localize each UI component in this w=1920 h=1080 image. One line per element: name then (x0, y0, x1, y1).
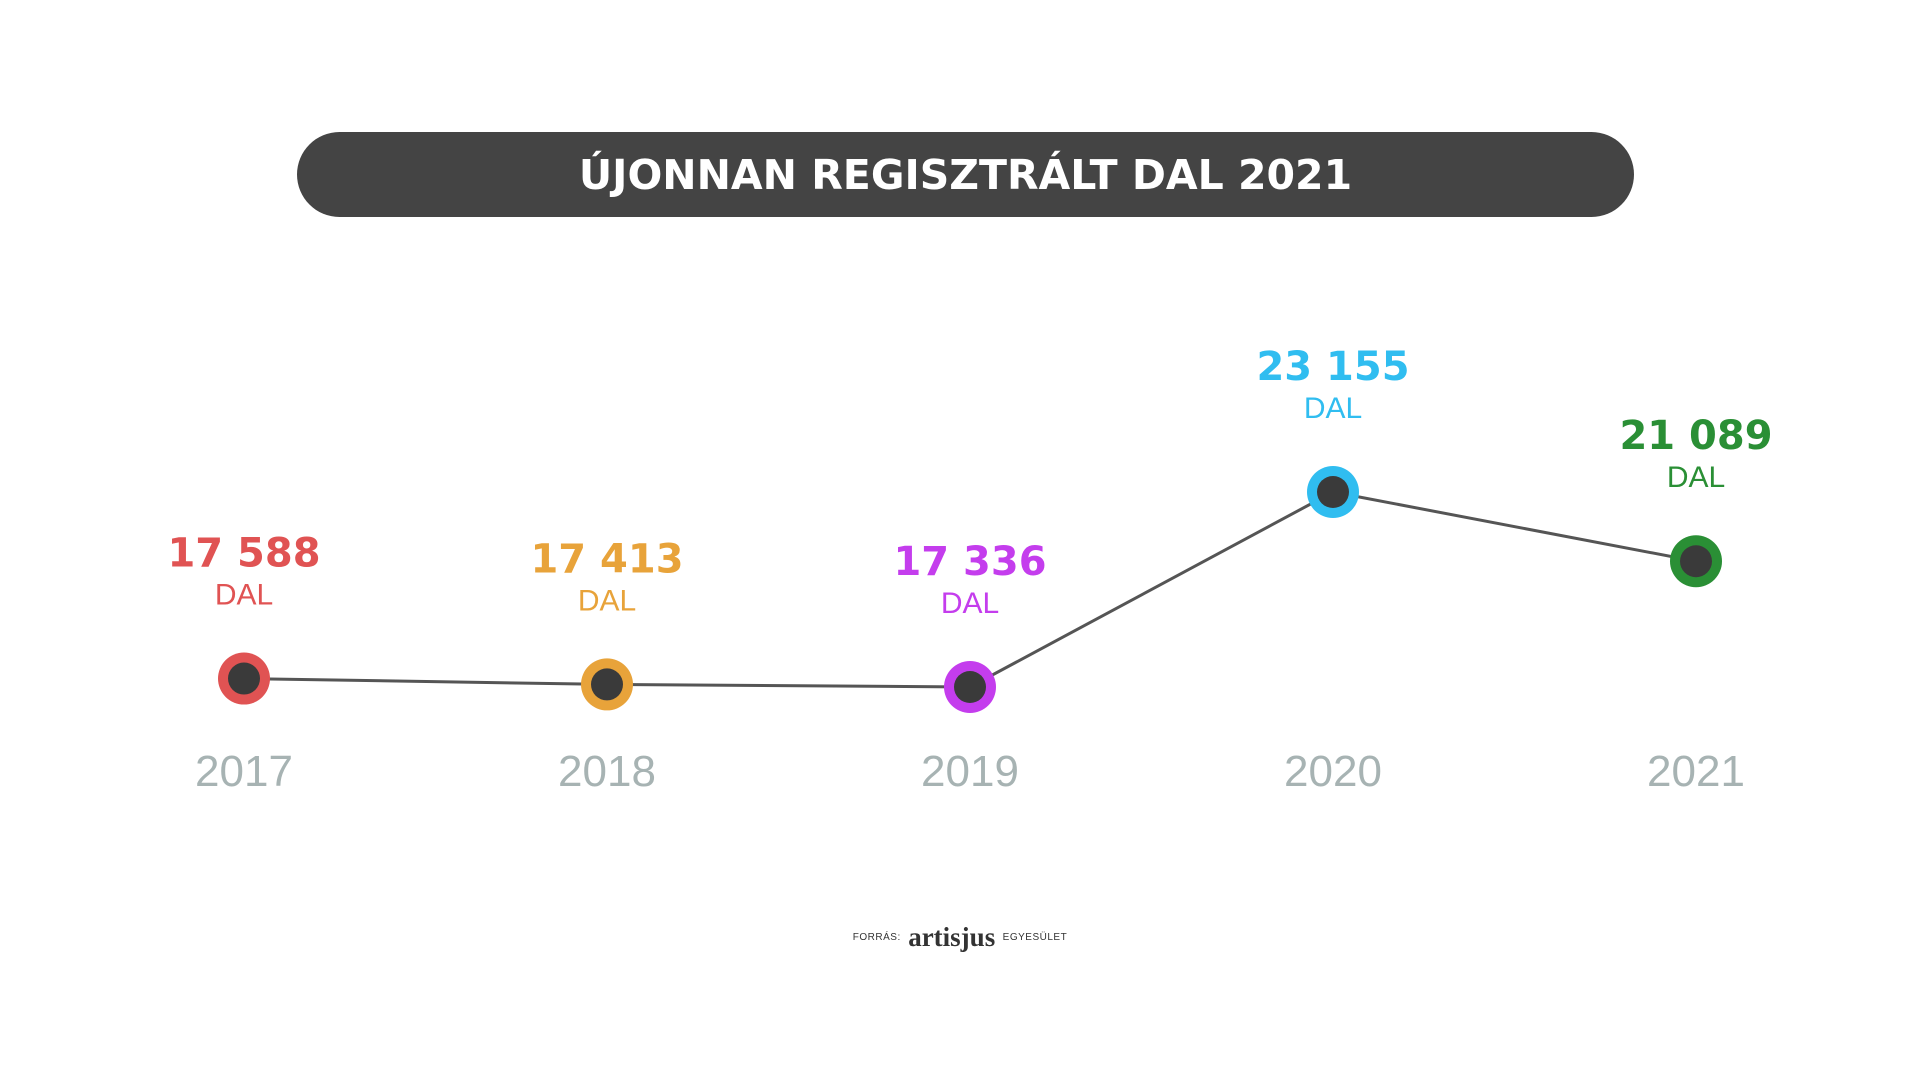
data-point-center-2019 (954, 671, 986, 703)
data-point-center-2021 (1680, 545, 1712, 578)
data-label-2018: 17 413 (530, 536, 683, 582)
title-bar: ÚJONNAN REGISZTRÁLT DAL 2021 (297, 132, 1634, 217)
data-point-center-2017 (228, 662, 260, 695)
data-label-2020: 23 155 (1256, 344, 1409, 390)
x-tick-label-2021: 2021 (1647, 747, 1745, 796)
data-point-center-2020 (1317, 476, 1349, 508)
unit-label-2021: DAL (1667, 461, 1725, 494)
unit-label-2019: DAL (941, 587, 999, 620)
unit-label-2020: DAL (1304, 392, 1362, 425)
data-label-2017: 17 588 (167, 531, 320, 577)
data-label-2021: 21 089 (1619, 413, 1772, 459)
unit-label-2017: DAL (215, 579, 273, 612)
chart-title: ÚJONNAN REGISZTRÁLT DAL 2021 (578, 150, 1353, 199)
markers-group (218, 466, 1722, 713)
x-tick-label-2020: 2020 (1284, 747, 1382, 796)
source-suffix: EGYESÜLET (1002, 932, 1068, 943)
data-point-center-2018 (591, 668, 623, 701)
x-tick-label-2018: 2018 (558, 747, 656, 796)
artisjus-logo: artisjus (908, 922, 996, 952)
x-tick-label-2019: 2019 (921, 747, 1019, 796)
x-tick-label-2017: 2017 (195, 747, 293, 796)
source-credit: FORRÁS: artisjus EGYESÜLET (0, 922, 1920, 953)
unit-label-2018: DAL (578, 584, 636, 617)
source-prefix: FORRÁS: (852, 932, 901, 943)
data-label-2019: 17 336 (893, 539, 1046, 585)
